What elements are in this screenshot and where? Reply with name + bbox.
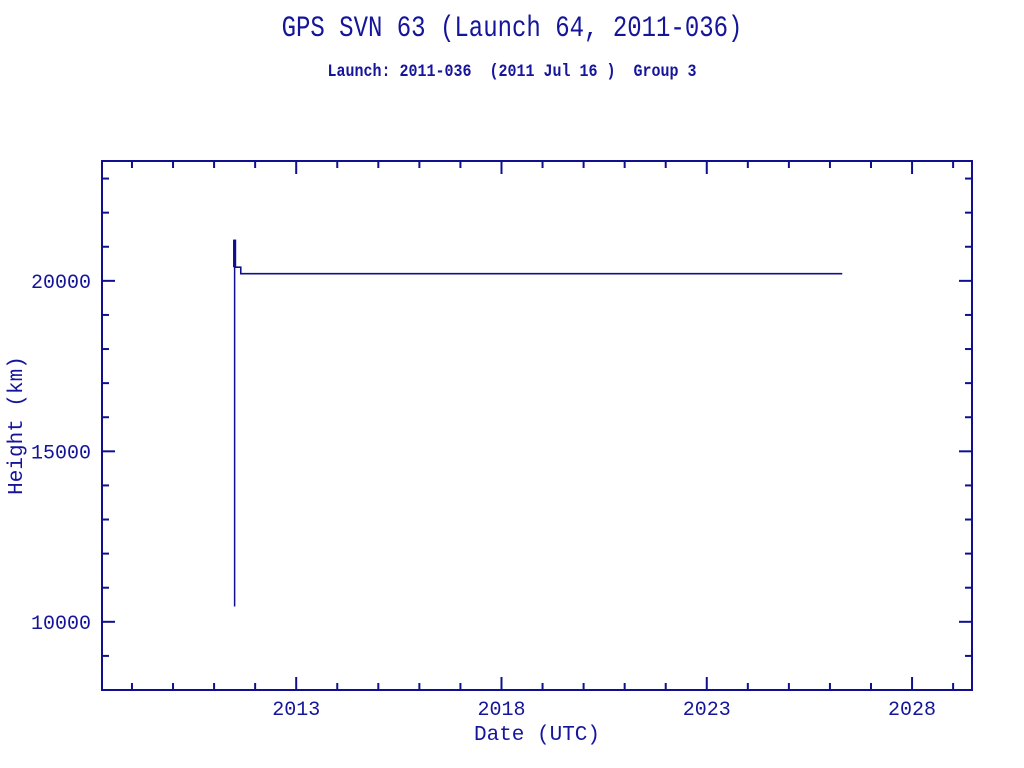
chart-subtitle: Launch: 2011-036 (2011 Jul 16 ) Group 3 <box>327 62 697 82</box>
y-tick-label: 15000 <box>31 442 91 465</box>
chart-title: GPS SVN 63 (Launch 64, 2011-036) <box>281 12 743 46</box>
plot-frame <box>101 160 973 691</box>
x-tick-label: 2023 <box>683 699 731 722</box>
x-tick-label: 2028 <box>888 699 936 722</box>
y-axis-label: Height (km) <box>6 356 29 495</box>
x-tick-label: 2018 <box>477 699 525 722</box>
series-line-operational-height <box>234 266 843 275</box>
x-tick-label: 2013 <box>272 699 320 722</box>
x-axis-label: Date (UTC) <box>474 724 600 747</box>
y-tick-label: 10000 <box>31 613 91 636</box>
y-tick-label: 20000 <box>31 272 91 295</box>
